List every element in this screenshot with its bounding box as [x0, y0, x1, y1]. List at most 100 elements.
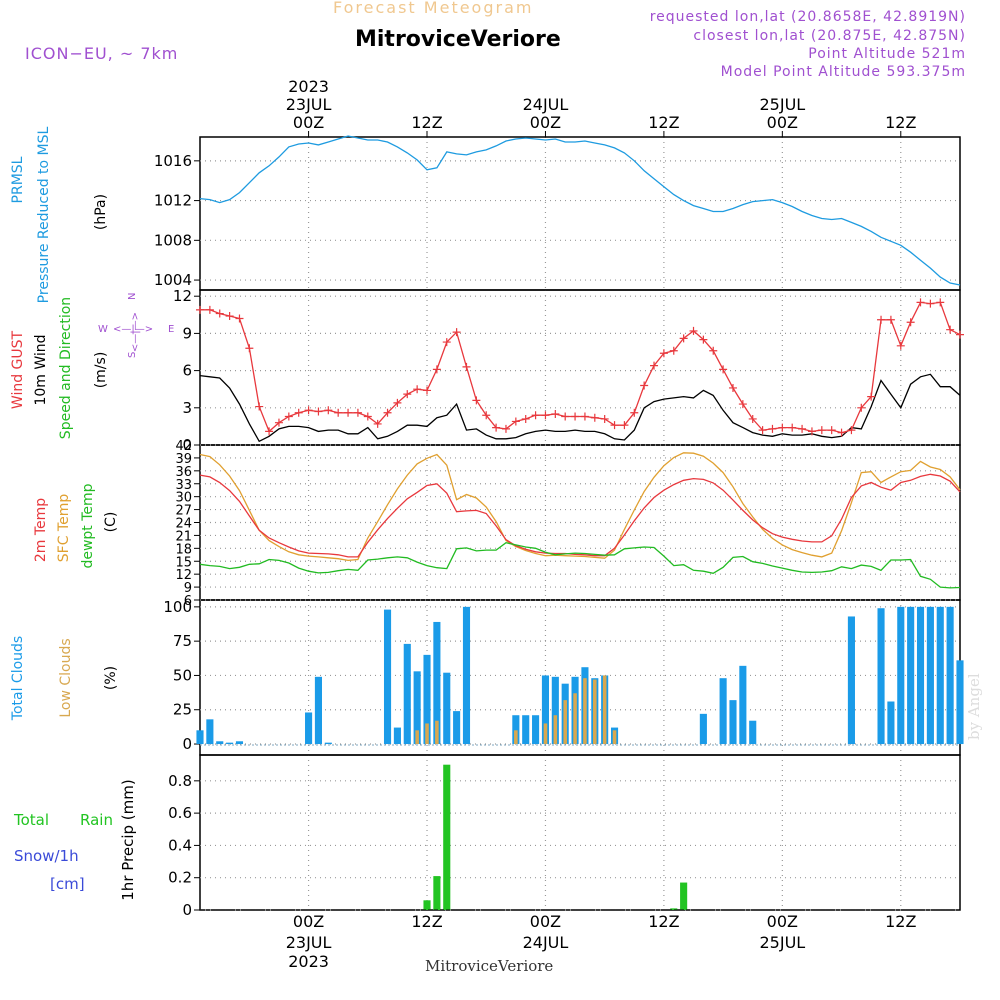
compass-e-label: E — [168, 324, 174, 335]
wind-gust-point — [472, 396, 481, 405]
wind-gust-point — [324, 406, 333, 415]
precip-bar — [670, 908, 678, 910]
compass-w-label: W — [98, 324, 108, 335]
total-cloud-bar — [897, 606, 905, 745]
wind-unit-label: (m/s) — [93, 352, 109, 389]
precip-snow-unit-label: [cm] — [50, 875, 85, 893]
temp-unit-label: (C) — [103, 512, 119, 533]
wind-gust-series-line — [200, 301, 961, 434]
wind-gust-point — [650, 361, 659, 370]
y-tick-label: 15 — [175, 555, 192, 570]
low-cloud-bar — [543, 723, 548, 745]
wind-gust-point — [738, 400, 747, 409]
total-cloud-bar — [551, 676, 559, 745]
panel-frame — [199, 289, 961, 446]
total-cloud-bar — [541, 675, 550, 745]
precip-bar — [443, 764, 451, 910]
y-tick-label: 9 — [184, 581, 192, 596]
wind-gust-point — [906, 318, 915, 327]
wind-gust-point — [363, 412, 372, 421]
y-tick-label: 25 — [173, 701, 192, 719]
y-tick-label: 24 — [175, 517, 192, 532]
wind-gust-point — [748, 414, 757, 423]
top-hour-label: 12Z — [411, 113, 442, 132]
wind-gust-point — [383, 408, 392, 417]
total-cloud-bar — [739, 665, 747, 745]
total-cloud-bar — [443, 672, 451, 745]
precip-bar — [680, 882, 688, 910]
pressure-label-2: Pressure Reduced to MSL — [36, 126, 52, 303]
bottom-hour-label: 12Z — [885, 912, 916, 931]
total-cloud-bar — [423, 654, 431, 745]
wind-gust-point — [423, 386, 432, 395]
low-cloud-bar — [573, 693, 577, 745]
panel-frame — [199, 136, 961, 291]
wind-gust-point — [353, 408, 362, 417]
dewpt-label: dewpt Temp — [80, 483, 96, 568]
total-cloud-bar — [314, 676, 322, 745]
total-cloud-bar — [877, 608, 885, 745]
bottom-hour-label: 00Z — [293, 912, 324, 931]
wind-gust-point — [492, 423, 501, 432]
total-cloud-bar — [383, 609, 392, 745]
bottom-hour-label: 12Z — [648, 912, 679, 931]
precip-unit-label: 1hr Precip (mm) — [119, 779, 137, 900]
wind-gust-point — [669, 346, 678, 355]
y-tick-label: 0 — [182, 436, 192, 454]
y-tick-label: 1016 — [154, 152, 192, 170]
wind-gust-point — [640, 381, 649, 390]
wind-gust-point — [798, 424, 807, 433]
bottom-date-label: 23JUL — [286, 933, 332, 952]
wind-gust-point — [699, 335, 708, 344]
wind-gust-point — [531, 411, 540, 420]
wind-gust-point — [936, 298, 945, 307]
total-cloud-bar — [749, 720, 757, 745]
y-tick-label: 0.6 — [168, 804, 192, 822]
y-tick-label: 30 — [175, 491, 192, 506]
wind-gust-point — [462, 362, 471, 371]
wind-gust-point — [896, 341, 905, 350]
panel-frame — [199, 599, 961, 756]
wind-gust-point — [245, 344, 254, 353]
total-cloud-bar — [532, 715, 540, 745]
top-hour-label: 00Z — [293, 113, 324, 132]
wind-gust-point — [196, 305, 204, 314]
bottom-hour-label: 00Z — [530, 912, 561, 931]
wind-gust-point — [926, 299, 935, 308]
wind-gust-point — [551, 410, 560, 418]
wind-gust-point — [847, 426, 856, 435]
chart-subtitle: Forecast Meteogram — [333, 0, 534, 17]
wind-gust-point — [521, 414, 530, 423]
y-tick-label: 9 — [182, 324, 192, 342]
y-tick-label: 1008 — [154, 231, 192, 249]
precip-bar — [433, 876, 441, 910]
y-tick-label: 75 — [173, 632, 192, 650]
y-tick-label: 1004 — [154, 271, 192, 289]
model-altitude: Model Point Altitude 593.375m — [720, 64, 966, 80]
wind-gust-point — [709, 346, 718, 355]
wind-gust-point — [284, 412, 293, 421]
y-tick-label: 0 — [182, 901, 192, 919]
total-cloud-bar — [887, 701, 895, 745]
wind10m-series-line — [199, 373, 961, 443]
station-title: MitroviceVeriore — [355, 27, 561, 52]
low-cloud-bar — [563, 700, 567, 745]
wind-gust-point — [413, 385, 422, 394]
wind-gust-point — [215, 309, 224, 318]
compass-s-label: S — [127, 352, 138, 358]
y-tick-label: 36 — [175, 465, 192, 480]
y-tick-label: 0.8 — [168, 772, 192, 790]
wind-gust-point — [314, 407, 323, 416]
top-date-label: 24JUL — [523, 95, 569, 114]
low-cloud-bar — [425, 723, 429, 745]
wind-gust-point — [432, 365, 441, 374]
wind-gust-point — [304, 406, 313, 415]
total-cloud-bar — [403, 643, 411, 745]
y-tick-label: 50 — [173, 666, 192, 684]
wind-gust-point — [837, 428, 846, 437]
wind-gust-point — [788, 423, 797, 432]
wind-gust-point — [442, 338, 451, 347]
y-tick-label: 27 — [175, 504, 192, 519]
wind-gust-point — [403, 390, 412, 399]
